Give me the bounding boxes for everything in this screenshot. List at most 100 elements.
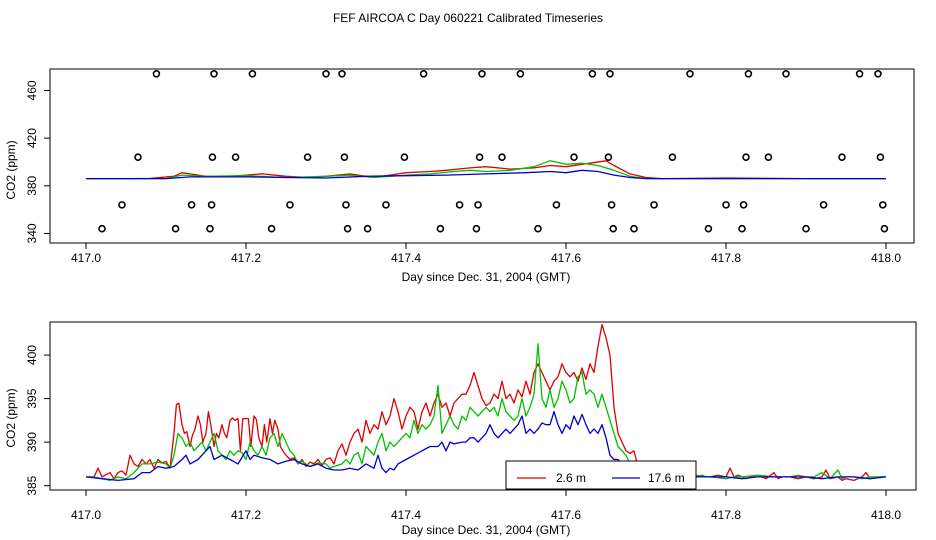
p1-y-tick-label: 395 — [25, 388, 39, 408]
p1-x-tick-label: 417.8 — [711, 508, 741, 522]
bottom-panel: 417.0 417.2 417.4 417.6 417.8 418.0 Day since … — [4, 321, 917, 537]
p0-sample-point — [303, 153, 312, 161]
p0-sample-point — [322, 69, 330, 78]
p0-series-line-2-6-mm — [86, 160, 886, 180]
p0-sample-point — [782, 69, 790, 78]
p0-y-tick-label: 340 — [25, 223, 39, 243]
p0-sample-point — [722, 201, 730, 209]
p0-sample-point — [609, 224, 618, 233]
p0-sample-point — [134, 153, 142, 161]
legend: 2.6 m 17.6 m — [505, 460, 697, 490]
p0-sample-point — [552, 201, 561, 209]
legend-box — [505, 460, 697, 490]
p1-series-line-17-6-mm — [85, 411, 887, 482]
p0-sample-point — [98, 224, 106, 233]
p0-sample-point — [874, 69, 882, 78]
figure-title: FEF AIRCOA C Day 060221 Calibrated Times… — [333, 11, 603, 25]
p0-sample-point — [742, 153, 750, 161]
p0-y-tick-label: 380 — [25, 175, 39, 195]
p0-sample-point — [171, 224, 180, 233]
p0-sample-point — [802, 224, 810, 233]
p0-sample-point — [400, 153, 409, 161]
p1-y-axis-label: CO2 (ppm) — [4, 388, 18, 447]
p0-sample-point — [382, 201, 390, 209]
p0-series-line-17-6-mm — [86, 169, 886, 180]
p0-sample-point — [474, 201, 482, 209]
p0-sample-point — [478, 69, 486, 78]
top-panel: 417.0 417.2 417.4 417.6 417.8 418.0 Day since … — [4, 68, 915, 284]
p0-sample-point — [606, 69, 614, 78]
p1-x-tick-label: 417.2 — [231, 508, 261, 522]
p0-sample-point — [819, 201, 828, 209]
p0-sample-point — [764, 153, 773, 161]
p0-sample-point — [187, 201, 196, 209]
p0-x-tick-label: 417.2 — [231, 251, 261, 265]
p0-sample-point — [286, 201, 294, 209]
p0-sample-point — [436, 224, 445, 233]
p0-sample-point — [231, 153, 240, 161]
p0-x-tick-label: 417.8 — [711, 251, 741, 265]
p0-sample-point — [838, 153, 846, 161]
p0-sample-point — [607, 201, 616, 209]
p0-sample-point — [744, 69, 753, 78]
p0-y-tick-label: 460 — [25, 80, 39, 100]
p0-sample-point — [210, 69, 218, 78]
p0-sample-point — [342, 201, 350, 209]
p0-sample-point — [738, 224, 746, 233]
legend-label-17-6m: 17.6 m — [648, 471, 685, 485]
p0-sample-point — [419, 69, 428, 78]
p0-sample-point — [704, 224, 713, 233]
p0-x-tick-label: 418.0 — [871, 251, 901, 265]
p0-x-tick-label: 417.0 — [71, 251, 101, 265]
p0-sample-point — [340, 153, 349, 161]
p0-sample-point — [207, 201, 216, 209]
p0-sample-point — [472, 224, 481, 233]
p0-sample-point — [876, 153, 885, 161]
p0-sample-point — [855, 69, 864, 78]
p0-sample-point — [604, 153, 613, 161]
p0-plot-frame — [49, 68, 915, 244]
p0-sample-point — [516, 69, 525, 78]
p1-x-axis-label: Day since Dec. 31, 2004 (GMT) — [402, 523, 571, 537]
p0-sample-point — [534, 224, 542, 233]
p0-sample-point — [878, 201, 887, 209]
p1-series-line-8-6-mm — [86, 343, 886, 482]
p1-x-tick-label: 417.4 — [391, 508, 421, 522]
legend-label-2-6m: 2.6 m — [556, 471, 586, 485]
p1-series-line-2-6-mm — [86, 323, 886, 482]
p0-sample-point — [343, 224, 352, 233]
p0-sample-point — [363, 224, 372, 233]
p0-sample-point — [208, 153, 217, 161]
p0-sample-point — [338, 69, 346, 78]
p0-sample-point — [570, 153, 578, 161]
p0-sample-point — [152, 69, 161, 78]
p1-x-tick-label: 417.6 — [551, 508, 581, 522]
p0-sample-point — [630, 224, 638, 233]
p1-plot-frame — [49, 321, 917, 491]
p1-x-tick-label: 417.0 — [71, 508, 101, 522]
p1-y-tick-label: 400 — [25, 345, 39, 365]
p1-y-tick-label: 390 — [25, 432, 39, 452]
p0-sample-point — [455, 201, 464, 209]
p0-y-tick-label: 420 — [25, 128, 39, 148]
p0-sample-point — [248, 69, 257, 78]
p0-x-axis-label: Day since Dec. 31, 2004 (GMT) — [402, 270, 571, 284]
p0-sample-point — [739, 201, 748, 209]
p1-x-tick-label: 418.0 — [871, 508, 901, 522]
p0-sample-point — [118, 201, 126, 209]
p0-sample-point — [668, 153, 677, 161]
p0-series-line-8-6-mm — [86, 160, 886, 180]
p0-sample-point — [588, 69, 597, 78]
p0-sample-point — [650, 201, 658, 209]
p0-sample-point — [686, 69, 694, 78]
p0-sample-point — [267, 224, 276, 233]
p0-sample-point — [475, 153, 484, 161]
p0-y-axis-label: CO2 (ppm) — [4, 140, 18, 199]
p0-sample-point — [880, 224, 889, 233]
p0-sample-point — [206, 224, 214, 233]
p1-y-tick-label: 385 — [25, 475, 39, 495]
p0-x-tick-label: 417.4 — [391, 251, 421, 265]
p0-sample-point — [498, 153, 506, 161]
p0-x-tick-label: 417.6 — [551, 251, 581, 265]
